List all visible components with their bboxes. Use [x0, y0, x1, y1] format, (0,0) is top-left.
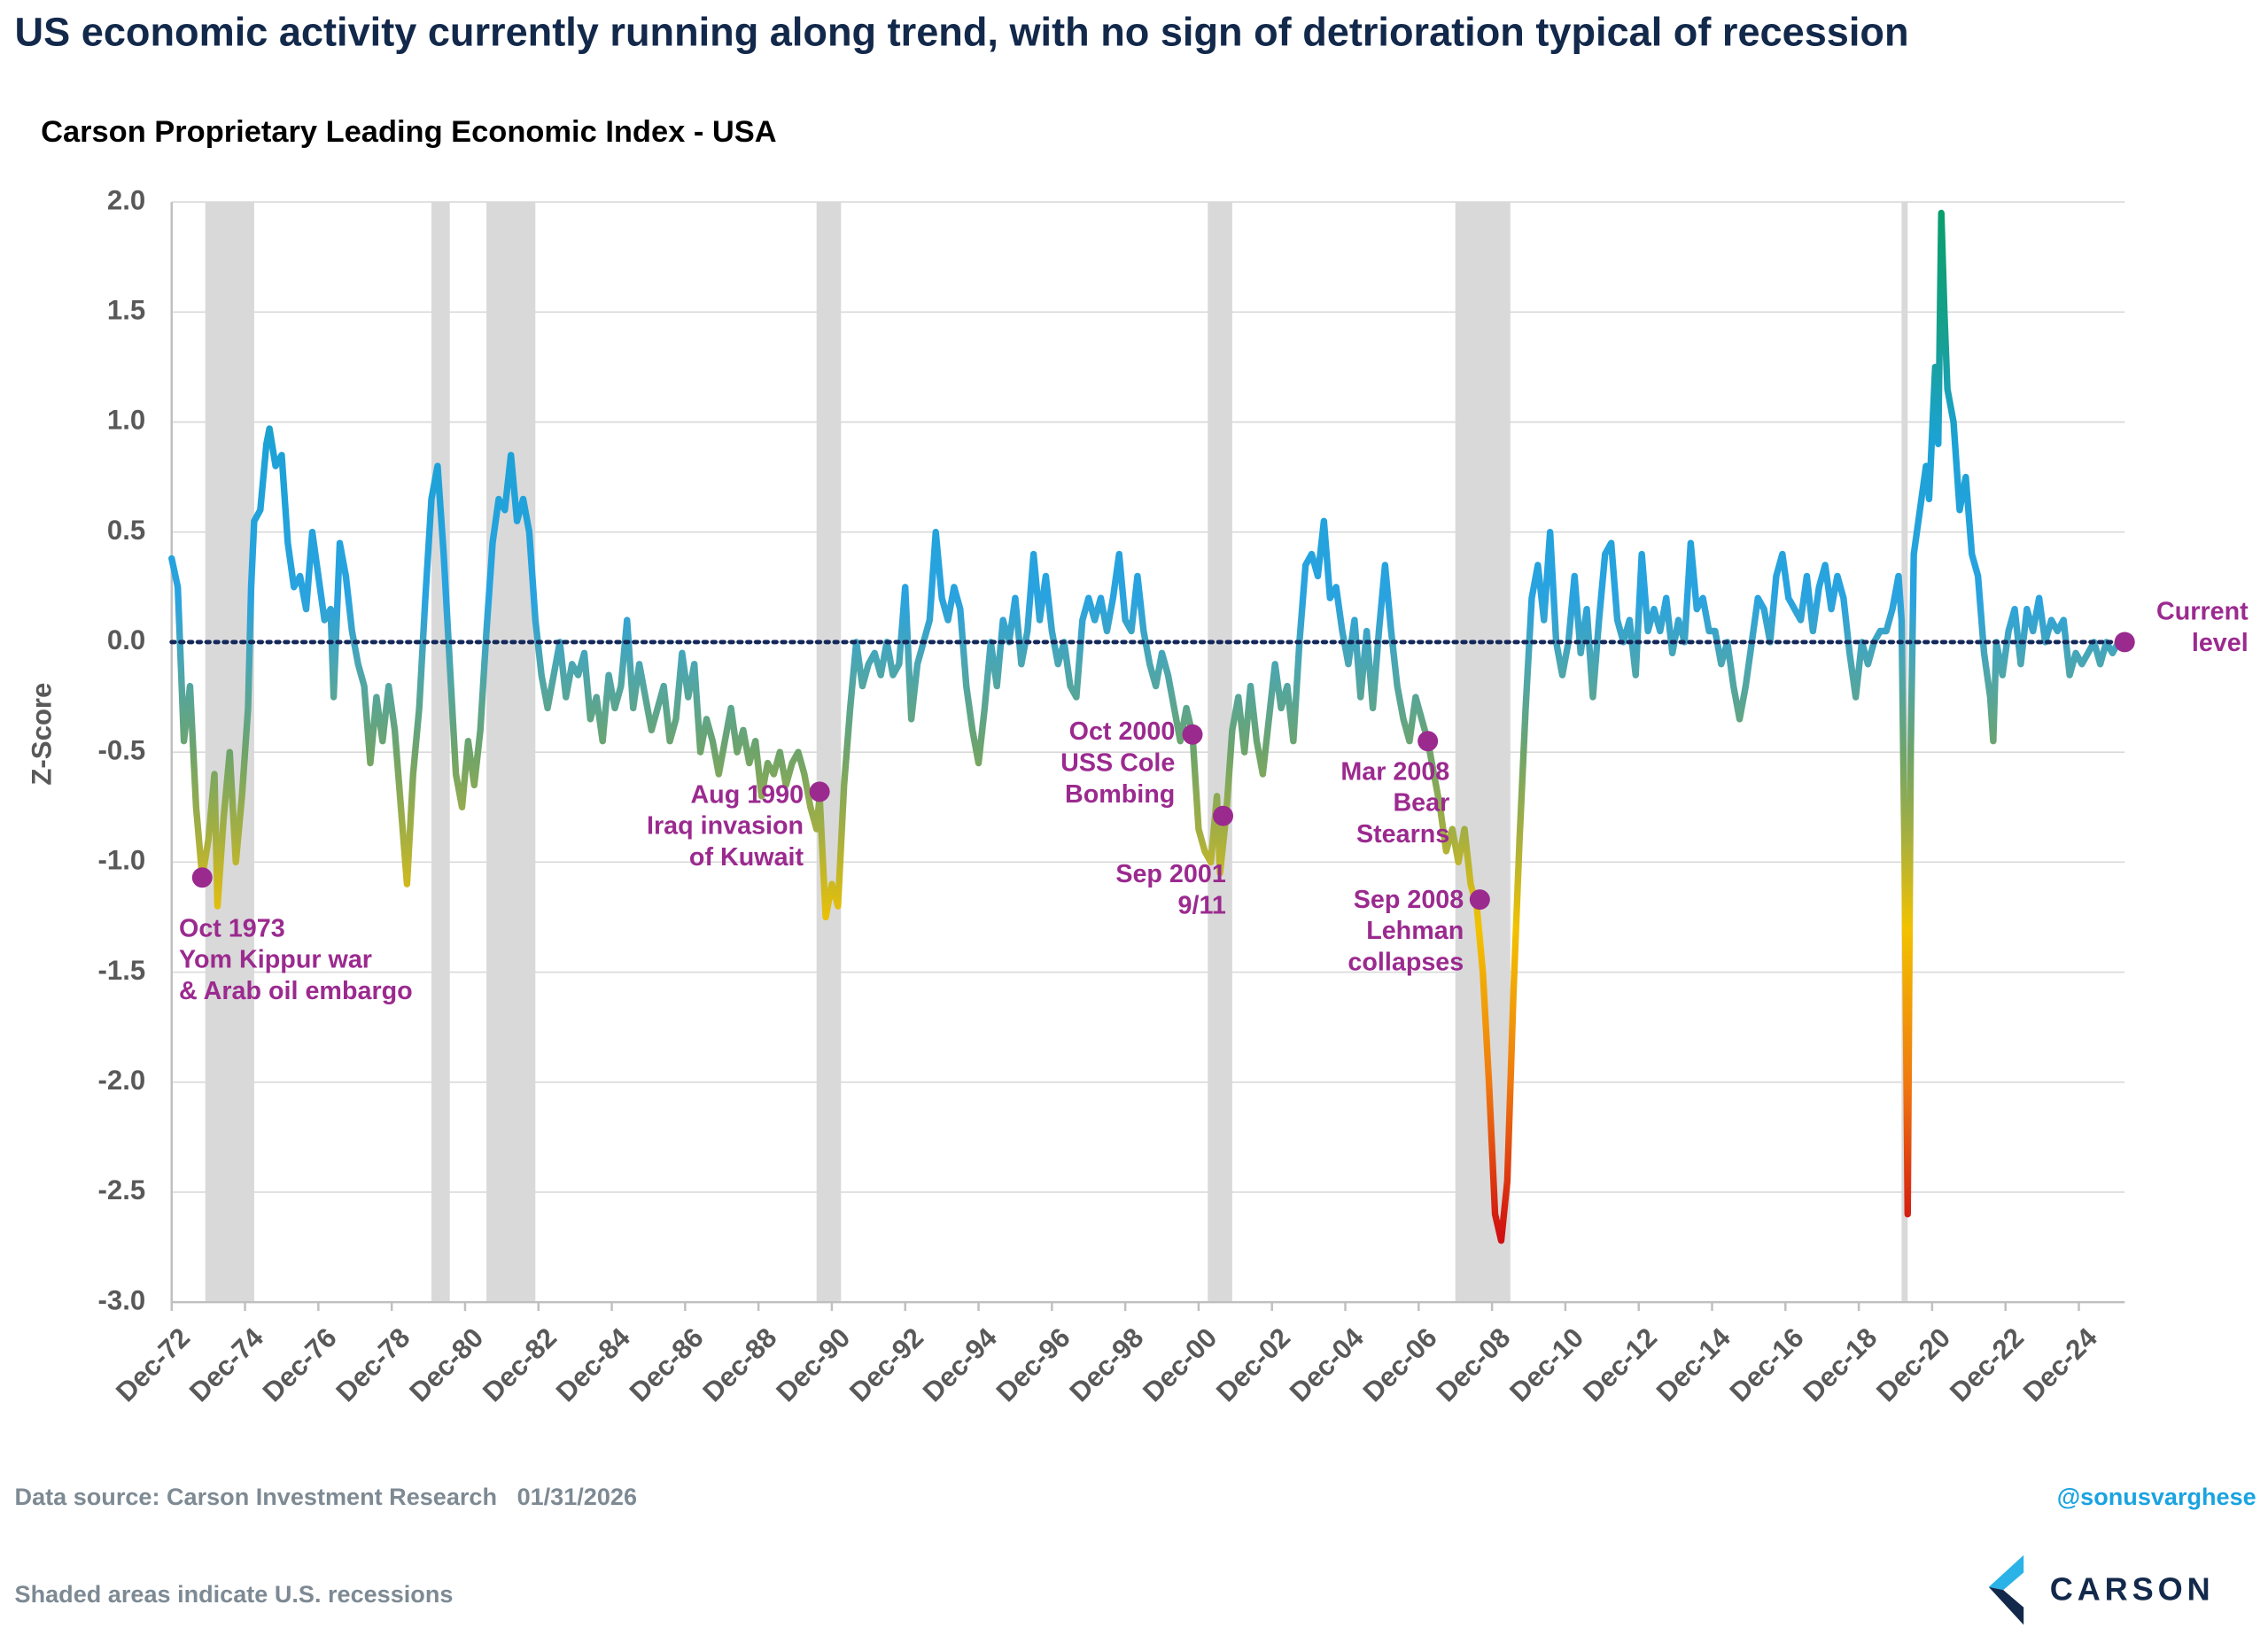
chart-title: US economic activity currently running a…: [15, 9, 1909, 54]
x-tick-label: Dec-12: [1577, 1322, 1663, 1407]
x-tick-label: Dec-98: [1063, 1322, 1149, 1407]
x-tick-label: Dec-22: [1944, 1322, 2030, 1407]
annotation-label: 9/11: [1178, 891, 1226, 919]
index-line: [168, 209, 2123, 1244]
x-tick-label: Dec-74: [183, 1322, 269, 1407]
annotation-label: Aug 1990: [690, 780, 804, 809]
annotation-label: collapses: [1348, 948, 1464, 976]
x-tick-label: Dec-86: [624, 1322, 710, 1407]
x-tick-label: Dec-78: [330, 1322, 416, 1407]
logo-mark: [1988, 1554, 2024, 1591]
y-axis-label: Z-Score: [27, 683, 58, 786]
logo-text: CARSON: [2050, 1570, 2215, 1607]
annotation-label: of Kuwait: [689, 843, 804, 872]
author-handle: @sonusvarghese: [2057, 1483, 2256, 1510]
x-tick-label: Dec-92: [843, 1322, 929, 1407]
x-tick-label: Dec-96: [990, 1322, 1076, 1407]
annotation-label: Sep 2001: [1115, 860, 1226, 888]
annotation-dot: [1182, 724, 1203, 745]
y-tick-label: -3.0: [98, 1284, 146, 1315]
x-tick-label: Dec-90: [770, 1322, 856, 1407]
x-tick-label: Dec-06: [1357, 1322, 1443, 1407]
annotation-label: Lehman: [1366, 917, 1464, 945]
x-tick-label: Dec-72: [110, 1322, 196, 1407]
x-tick-label: Dec-14: [1651, 1322, 1736, 1407]
annotation-label: Stearns: [1356, 820, 1449, 849]
logo: CARSON: [1988, 1554, 2215, 1625]
x-tick-label: Dec-02: [1210, 1322, 1296, 1407]
annotation-label: & Arab oil embargo: [179, 977, 413, 1005]
x-tick-label: Dec-08: [1430, 1322, 1516, 1407]
annotation-label: Sep 2008: [1354, 886, 1464, 914]
x-tick-label: Dec-00: [1137, 1322, 1223, 1407]
x-tick-label: Dec-76: [257, 1322, 343, 1407]
annotation-label: Yom Kippur war: [179, 946, 372, 974]
x-tick-label: Dec-80: [403, 1322, 489, 1407]
annotation-label: USS Cole: [1060, 748, 1175, 777]
annotation-label: Bear: [1393, 789, 1449, 818]
x-tick-label: Dec-04: [1284, 1322, 1370, 1407]
annotation-label: Bombing: [1065, 780, 1175, 809]
x-tick-label: Dec-94: [917, 1322, 1003, 1407]
x-tick-label: Dec-82: [477, 1322, 563, 1407]
source-note: Data source: Carson Investment Research …: [15, 1483, 637, 1510]
x-tick-label: Dec-10: [1503, 1322, 1589, 1407]
annotation-label: Oct 2000: [1069, 717, 1176, 746]
y-tick-label: -1.5: [98, 955, 146, 986]
logo-mark: [1988, 1586, 2024, 1625]
annotation-label: Mar 2008: [1340, 757, 1449, 786]
y-tick-label: 2.0: [107, 184, 145, 215]
y-tick-label: -0.5: [98, 734, 146, 765]
annotation-label: Current: [2156, 598, 2249, 626]
y-tick-label: -2.5: [98, 1174, 146, 1205]
y-tick-label: 1.5: [107, 295, 145, 326]
y-tick-label: -1.0: [98, 845, 146, 876]
plot-area: 2.0 1.5 1.0 0.5 0.0 -0.5 -1.0 -1.5 -2.0 -2.5 -3.0 D…: [98, 184, 2249, 1407]
x-tick-label: Dec-88: [696, 1322, 782, 1407]
x-tick-label: Dec-84: [550, 1322, 636, 1407]
chart-subtitle: Carson Proprietary Leading Economic Inde…: [41, 115, 777, 149]
x-tick-label: Dec-18: [1797, 1322, 1883, 1407]
annotation-dot: [191, 867, 213, 888]
annotation-dot: [2114, 632, 2135, 653]
x-tick-label: Dec-16: [1724, 1322, 1810, 1407]
annotation-label: Oct 1973: [179, 914, 285, 942]
y-tick-label: 0.0: [107, 624, 145, 655]
x-tick-label: Dec-24: [2017, 1322, 2103, 1407]
y-tick-label: 0.5: [107, 515, 145, 546]
x-tick-label: Dec-20: [1870, 1322, 1956, 1407]
y-tick-label: -2.0: [98, 1065, 146, 1096]
annotation-dot: [1469, 889, 1490, 911]
annotation-dot: [1418, 731, 1439, 752]
annotation-label: level: [2192, 629, 2249, 657]
annotation-dot: [809, 781, 830, 802]
annotation-dot: [1213, 805, 1234, 826]
y-tick-label: 1.0: [107, 405, 145, 436]
annotation-label: Iraq invasion: [647, 812, 804, 841]
recession-note: Shaded areas indicate U.S. recessions: [15, 1580, 454, 1608]
